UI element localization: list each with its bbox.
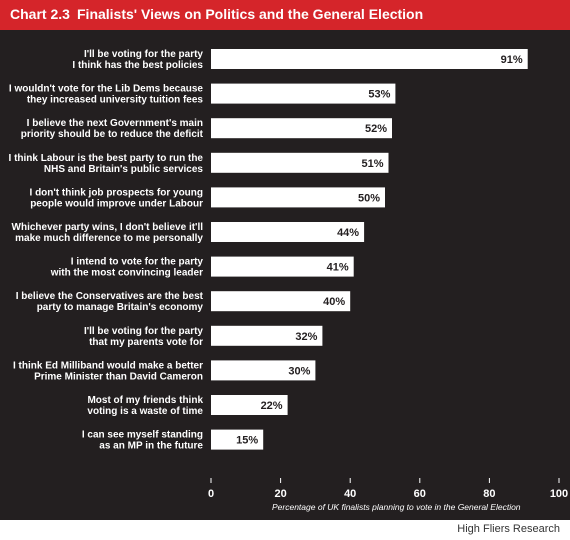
category-label: priority should be to reduce the deficit: [21, 129, 204, 140]
x-tick-label: 80: [483, 488, 495, 500]
source-credit: High Fliers Research: [451, 520, 566, 538]
bar: [211, 83, 396, 104]
category-label: with the most convincing leader: [50, 268, 203, 279]
data-label: 50%: [358, 192, 380, 204]
category-label: I can see myself standing: [82, 430, 203, 441]
category-label: I'll be voting for the party: [84, 49, 203, 60]
x-tick-label: 40: [344, 488, 356, 500]
data-label: 22%: [261, 400, 283, 412]
category-label: I think has the best policies: [72, 60, 203, 71]
bar: [211, 429, 264, 450]
category-label: NHS and Britain's public services: [44, 164, 204, 175]
data-label: 40%: [323, 296, 345, 308]
category-label: party to manage Britain's economy: [37, 302, 204, 313]
chart-title: Finalists' Views on Politics and the Gen…: [77, 6, 424, 22]
category-label: people would improve under Labour: [30, 198, 203, 209]
category-label: that my parents vote for: [89, 337, 203, 348]
category-label: I think Ed Milliband would make a better: [13, 360, 203, 371]
x-tick-label: 100: [550, 488, 568, 500]
bar: [211, 256, 354, 277]
category-label: Most of my friends think: [87, 395, 203, 406]
title-bar: Chart 2.3 Finalists' Views on Politics a…: [0, 0, 570, 30]
category-label: as an MP in the future: [99, 441, 203, 452]
category-label: I believe the next Government's main: [27, 118, 203, 129]
bar: [211, 49, 528, 69]
bar: [211, 395, 288, 415]
bar: [211, 118, 392, 139]
data-label: 51%: [361, 158, 383, 170]
category-label: they increased university tuition fees: [27, 95, 204, 106]
bar: [211, 291, 351, 312]
category-label: voting is a waste of time: [87, 406, 203, 417]
x-tick-label: 60: [414, 488, 426, 500]
x-tick-label: 0: [208, 488, 214, 500]
data-label: 44%: [337, 227, 359, 239]
category-label: make much difference to me personally: [15, 233, 203, 244]
category-label: I think Labour is the best party to run …: [9, 153, 204, 164]
category-label: I wouldn't vote for the Lib Dems because: [9, 84, 204, 95]
data-label: 30%: [288, 365, 310, 377]
x-tick-label: 20: [274, 488, 286, 500]
data-label: 32%: [295, 331, 317, 343]
bar: [211, 222, 365, 242]
category-label: Prime Minister than David Cameron: [34, 371, 203, 382]
bar: [211, 360, 316, 381]
category-label: I intend to vote for the party: [71, 257, 204, 268]
category-label: I'll be voting for the party: [84, 326, 203, 337]
data-label: 15%: [236, 435, 258, 447]
data-label: 53%: [368, 89, 390, 101]
base-note: Base - Face-to-face interviews with 13,0…: [24, 522, 243, 531]
bar: [211, 325, 323, 346]
x-axis-label: Percentage of UK finalists planning to v…: [272, 502, 521, 512]
category-label: Whichever party wins, I don't believe it…: [12, 222, 204, 233]
data-label: 91%: [501, 54, 523, 66]
bar: [211, 152, 389, 173]
data-label: 41%: [327, 262, 349, 274]
category-label: I believe the Conservatives are the best: [16, 291, 204, 302]
data-label: 52%: [365, 123, 387, 135]
category-label: I don't think job prospects for young: [30, 187, 203, 198]
chart-number: Chart 2.3: [10, 6, 70, 22]
bar: [211, 187, 385, 208]
